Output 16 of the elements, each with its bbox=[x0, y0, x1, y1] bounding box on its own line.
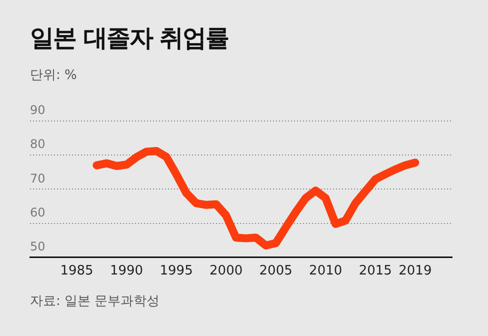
y-tick-label: 80 bbox=[30, 137, 46, 152]
y-tick-label: 90 bbox=[30, 103, 46, 118]
x-tick-label: 1990 bbox=[110, 264, 144, 279]
y-tick-label: 50 bbox=[30, 240, 46, 254]
text: 자료: 일본 문부과학성 bbox=[30, 293, 160, 310]
x-tick-label: 2005 bbox=[259, 264, 292, 279]
x-tick-label: 1985 bbox=[60, 264, 94, 279]
chart-subtitle: 단위: % bbox=[30, 67, 77, 84]
x-tick-label: 2019 bbox=[398, 264, 432, 279]
y-tick-label: 70 bbox=[30, 171, 46, 186]
chart-title: 일본 대졸자 취업률 bbox=[30, 23, 229, 54]
x-tick-label: 2010 bbox=[309, 264, 342, 279]
x-tick-label: 1995 bbox=[160, 264, 193, 279]
y-tick-label: 60 bbox=[30, 205, 46, 220]
x-tick-label: 2000 bbox=[210, 264, 243, 279]
x-tick-label: 2015 bbox=[358, 264, 392, 279]
